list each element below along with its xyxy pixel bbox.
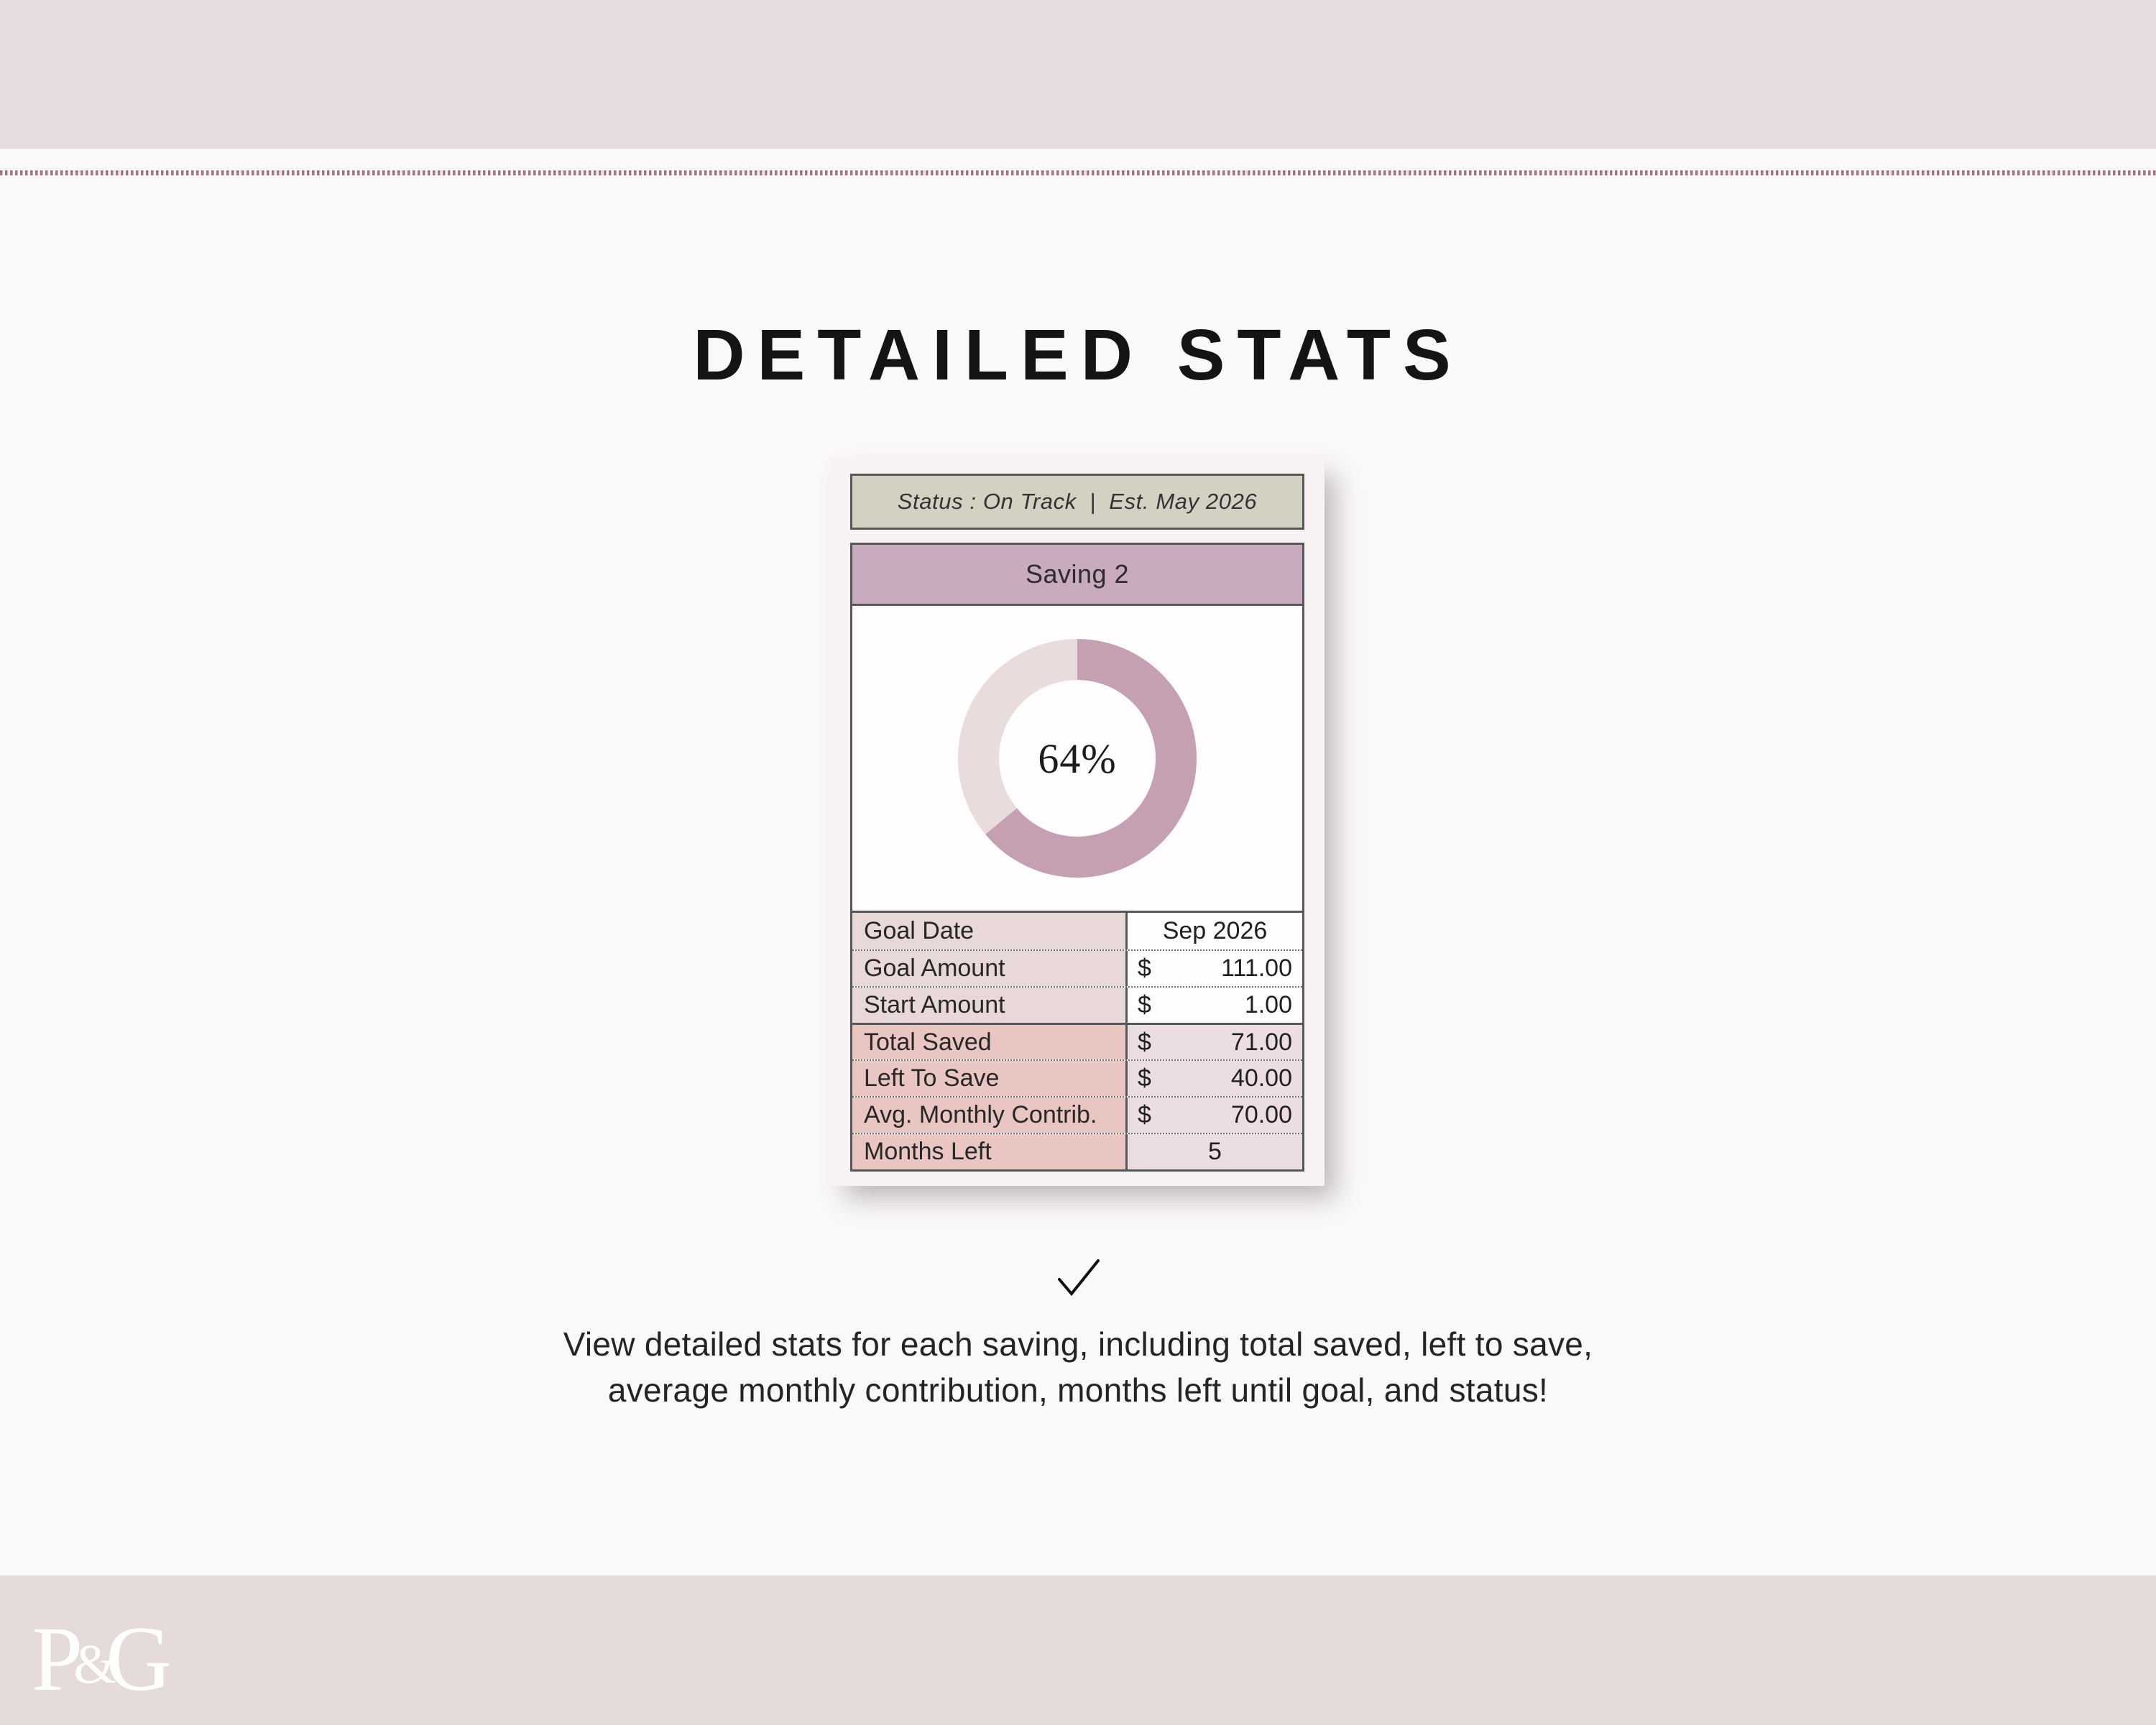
top-dotted-divider — [0, 170, 2156, 175]
table-row: Left To Save $40.00 — [852, 1059, 1302, 1096]
table-row: Total Saved $71.00 — [852, 1023, 1302, 1059]
row-label: Left To Save — [852, 1061, 1128, 1096]
feature-description: View detailed stats for each saving, inc… — [0, 1321, 2156, 1413]
table-row: Avg. Monthly Contrib. $70.00 — [852, 1096, 1302, 1133]
currency-symbol: $ — [1138, 954, 1151, 982]
description-line-2: average monthly contribution, months lef… — [607, 1371, 1549, 1409]
currency-symbol: $ — [1138, 1064, 1151, 1092]
bottom-brand-bar — [0, 1576, 2156, 1725]
amount: 1.00 — [1244, 991, 1292, 1018]
row-value: $1.00 — [1128, 988, 1302, 1023]
row-value: $40.00 — [1128, 1061, 1302, 1096]
logo-letter-p: P — [32, 1608, 83, 1710]
stats-table: Goal Date Sep 2026 Goal Amount $111.00 Start… — [852, 911, 1302, 1169]
amount: 40.00 — [1230, 1064, 1292, 1092]
saving-stats-card: Status : On Track | Est. May 2026 Saving… — [830, 458, 1325, 1186]
amount: Sep 2026 — [1162, 917, 1268, 944]
logo-ampersand: & — [73, 1634, 116, 1695]
amount: 71.00 — [1230, 1028, 1292, 1056]
row-label: Avg. Monthly Contrib. — [852, 1098, 1128, 1133]
row-label: Months Left — [852, 1134, 1128, 1169]
description-line-1: View detailed stats for each saving, inc… — [563, 1325, 1593, 1363]
currency-symbol: $ — [1138, 1101, 1151, 1128]
checkmark-icon — [1058, 1259, 1100, 1297]
table-row: Goal Amount $111.00 — [852, 949, 1302, 986]
row-value: $70.00 — [1128, 1098, 1302, 1133]
status-text: Status : On Track | Est. May 2026 — [897, 489, 1258, 514]
table-row: Goal Date Sep 2026 — [852, 913, 1302, 949]
brand-logo: P & G — [32, 1608, 172, 1710]
saving-name-header: Saving 2 — [852, 545, 1302, 606]
amount: 70.00 — [1230, 1101, 1292, 1128]
donut-center: 64% — [999, 680, 1156, 837]
donut-ring: 64% — [958, 639, 1197, 878]
row-label: Start Amount — [852, 988, 1128, 1023]
row-label: Goal Amount — [852, 951, 1128, 986]
status-bar: Status : On Track | Est. May 2026 — [850, 474, 1304, 530]
row-value: $111.00 — [1128, 951, 1302, 986]
currency-symbol: $ — [1138, 991, 1151, 1018]
donut-percent-label: 64% — [1038, 735, 1117, 782]
currency-symbol: $ — [1138, 1028, 1151, 1056]
amount: 111.00 — [1221, 954, 1292, 982]
saving-name: Saving 2 — [1025, 559, 1130, 589]
row-value: Sep 2026 — [1128, 913, 1302, 949]
row-value: 5 — [1128, 1134, 1302, 1169]
top-brand-bar — [0, 0, 2156, 149]
logo-letter-g: G — [105, 1608, 172, 1710]
row-label: Total Saved — [852, 1025, 1128, 1059]
checkmark-wrap — [0, 1256, 2156, 1300]
donut-chart-area: 64% — [852, 606, 1302, 911]
row-label: Goal Date — [852, 913, 1128, 949]
table-row: Start Amount $1.00 — [852, 986, 1302, 1023]
page-title: DETAILED STATS — [693, 315, 1463, 395]
saving-widget: Saving 2 64% Goal Date Sep 2026 Goal Amoun… — [850, 543, 1304, 1172]
amount: 5 — [1208, 1138, 1222, 1165]
table-row: Months Left 5 — [852, 1133, 1302, 1169]
row-value: $71.00 — [1128, 1025, 1302, 1059]
